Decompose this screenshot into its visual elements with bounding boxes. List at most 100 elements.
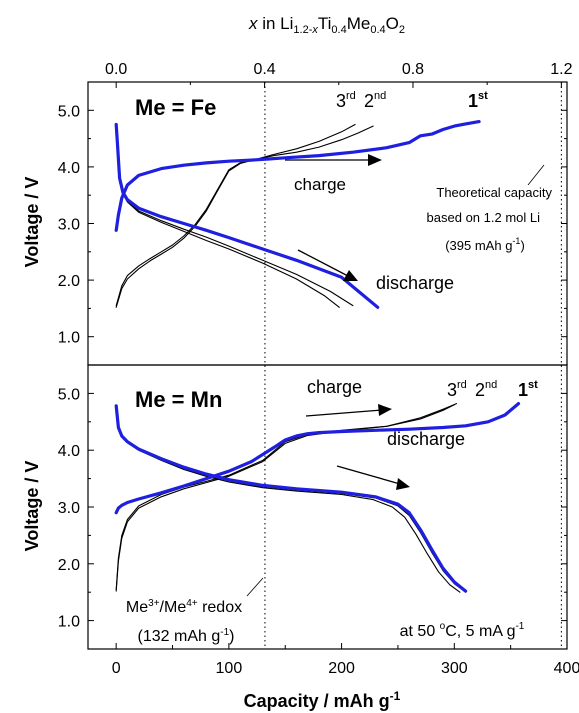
top-axis-o-sub: 2 bbox=[399, 24, 405, 36]
charge-arrowhead-bottom bbox=[378, 404, 392, 416]
axis-ticks: 1.0 2.0 3.0 4.0 5.0 1.0 2.0 3.0 4.0 5.0 0 100 200 300… bbox=[58, 61, 579, 677]
xtick-label: 400 bbox=[554, 660, 579, 677]
discharge-label-bottom: discharge bbox=[387, 429, 465, 449]
cycle-2-sup: nd bbox=[374, 90, 386, 102]
top-axis-li-sub-x: x bbox=[311, 24, 318, 36]
top-axis-me-sub: 0.4 bbox=[370, 24, 385, 36]
ytick-label: 3.0 bbox=[58, 500, 80, 517]
ytick-label: 4.0 bbox=[58, 443, 80, 460]
ytick-label: 1.0 bbox=[58, 330, 80, 347]
cycle-1-num: 1 bbox=[468, 91, 478, 111]
discharge-label-top: discharge bbox=[376, 273, 454, 293]
ytick-label: 2.0 bbox=[58, 557, 80, 574]
redox-label-line2: (132 mAh g-1) bbox=[138, 627, 235, 645]
cycle-label-1st-top: 1st bbox=[468, 90, 488, 111]
discharge-arrow-bottom bbox=[336, 465, 401, 485]
cycle-label-3rd-bottom: 3rd bbox=[447, 379, 467, 400]
series-1st-discharge-panel1 bbox=[114, 122, 380, 309]
redox-word: redox bbox=[198, 599, 242, 616]
theo3-close: ) bbox=[520, 238, 524, 253]
panel-label-fe: Me = Fe bbox=[135, 95, 216, 120]
cycle-label-2nd-bottom: 2nd bbox=[475, 379, 497, 400]
discharge-arrow-top bbox=[297, 249, 349, 277]
cycle-label-1st-bottom: 1st bbox=[518, 379, 538, 400]
cycle-label-2nd-top: 2nd bbox=[364, 90, 386, 111]
redox-label-line1: Me3+/Me4+ redox bbox=[126, 598, 242, 616]
top-xtick-label: 1.2 bbox=[550, 61, 572, 78]
redox-leader-line bbox=[246, 577, 264, 597]
top-axis-li: in Li bbox=[258, 14, 294, 33]
top-xtick-label: 0.8 bbox=[402, 61, 424, 78]
top-axis-li-sub: 1.2- bbox=[293, 24, 312, 36]
series-1st-charge-panel1 bbox=[114, 120, 481, 232]
cycle-3-num-b: 3 bbox=[447, 380, 457, 400]
theoretical-capacity-line3: (395 mAh g-1) bbox=[445, 236, 525, 253]
cycle-label-3rd-top: 3rd bbox=[336, 90, 356, 111]
xtick-label: 0 bbox=[112, 660, 121, 677]
top-axis-o: O bbox=[386, 14, 399, 33]
redox-4plus: 4+ bbox=[186, 598, 198, 609]
y-axis-label-bottom: Voltage / V bbox=[22, 461, 42, 552]
cond-sup2: -1 bbox=[515, 621, 524, 632]
redox-slash-me: /Me bbox=[160, 599, 187, 616]
y-axis-label-top: Voltage / V bbox=[22, 177, 42, 268]
curve-layer bbox=[114, 120, 521, 593]
ytick-label: 1.0 bbox=[58, 614, 80, 631]
ytick-label: 5.0 bbox=[58, 386, 80, 403]
cond-main: at 50 bbox=[400, 623, 440, 640]
theoretical-capacity-line2: based on 1.2 mol Li bbox=[427, 210, 541, 225]
x-axis-label-main: Capacity / mAh g bbox=[244, 691, 390, 711]
xtick-label: 300 bbox=[441, 660, 468, 677]
redox-3plus: 3+ bbox=[148, 598, 160, 609]
series-3rd-charge-panel1 bbox=[115, 123, 356, 308]
top-axis-me: Me bbox=[347, 14, 371, 33]
xtick-label: 100 bbox=[216, 660, 243, 677]
series-1st-charge-panel2 bbox=[114, 402, 521, 515]
cycle-3-sup: rd bbox=[346, 90, 356, 102]
theoretical-leader-line bbox=[527, 164, 545, 186]
cond-mid: C, 5 mA g bbox=[445, 623, 515, 640]
xtick-label: 200 bbox=[328, 660, 355, 677]
theoretical-capacity-line1: Theoretical capacity bbox=[436, 185, 552, 200]
discharge-arrowhead-bottom bbox=[396, 478, 410, 490]
top-axis-ti-sub: 0.4 bbox=[331, 24, 346, 36]
top-axis-ti: Ti bbox=[318, 14, 332, 33]
cycle-3-num: 3 bbox=[336, 91, 346, 111]
cycle-1-sup-b: st bbox=[528, 379, 538, 391]
redox-me: Me bbox=[126, 599, 148, 616]
charge-label-bottom: charge bbox=[307, 377, 362, 397]
series-2nd-charge-panel1 bbox=[115, 125, 374, 307]
series-1st-discharge-panel2 bbox=[114, 404, 468, 593]
ytick-label: 5.0 bbox=[58, 103, 80, 120]
cycle-3-sup-b: rd bbox=[457, 379, 467, 391]
theo3-sup: -1 bbox=[512, 236, 520, 246]
cycle-2-sup-b: nd bbox=[485, 379, 497, 391]
cond-degree: o bbox=[440, 621, 446, 632]
ytick-label: 4.0 bbox=[58, 160, 80, 177]
redox2-sup: -1 bbox=[220, 627, 229, 638]
charge-arrow-bottom bbox=[305, 409, 383, 417]
ytick-label: 3.0 bbox=[58, 217, 80, 234]
cycle-1-num-b: 1 bbox=[518, 380, 528, 400]
cycle-2-num: 2 bbox=[364, 91, 374, 111]
x-axis-label: Capacity / mAh g-1 bbox=[244, 689, 401, 711]
top-axis-x: x bbox=[248, 14, 258, 33]
series-2nd-charge-panel2 bbox=[115, 404, 455, 590]
conditions-label: at 50 oC, 5 mA g-1 bbox=[400, 621, 525, 640]
cycle-2-num-b: 2 bbox=[475, 380, 485, 400]
ytick-label: 2.0 bbox=[58, 273, 80, 290]
redox2-main: (132 mAh g bbox=[138, 628, 221, 645]
panel-label-mn: Me = Mn bbox=[135, 387, 222, 412]
redox2-close: ) bbox=[229, 628, 234, 645]
charge-label-top: charge bbox=[294, 175, 346, 194]
cycle-1-sup: st bbox=[478, 90, 488, 102]
charge-arrowhead-top bbox=[368, 154, 382, 166]
discharge-arrowhead-top bbox=[343, 270, 358, 281]
top-xtick-label: 0.4 bbox=[253, 61, 275, 78]
series-2nd-discharge-panel1 bbox=[115, 123, 354, 307]
theo3-main: (395 mAh g bbox=[445, 238, 512, 253]
top-axis-label: x in Li1.2-xTi0.4Me0.4O2 bbox=[248, 14, 405, 36]
top-xtick-label: 0.0 bbox=[105, 61, 127, 78]
reference-lines bbox=[264, 82, 562, 649]
